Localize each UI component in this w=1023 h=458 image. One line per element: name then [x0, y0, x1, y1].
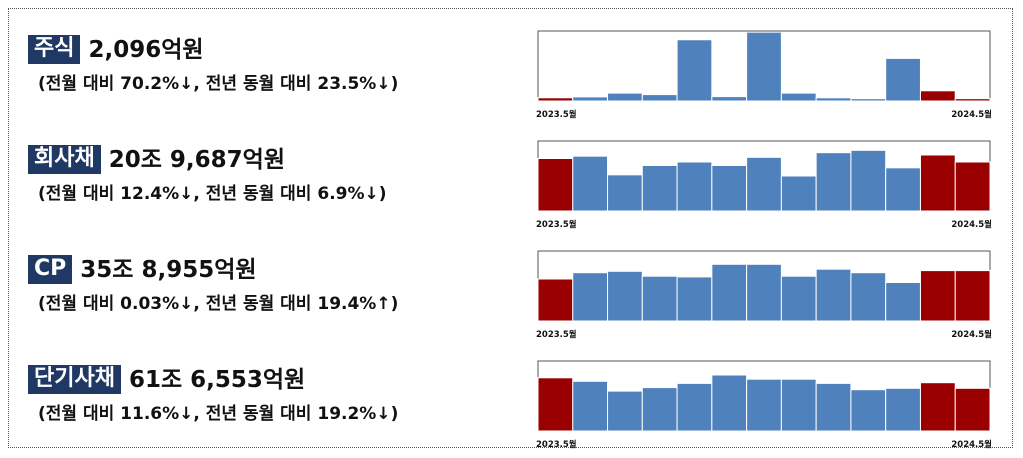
change-text: (전월 대비 12.4%↓, 전년 동월 대비 6.9%↓)	[38, 184, 387, 204]
bar	[537, 278, 574, 322]
category-label: 주식	[28, 35, 81, 64]
bar	[607, 174, 643, 212]
bar	[850, 98, 887, 102]
amount-value: 61조 6,553억원	[128, 366, 306, 393]
bar	[954, 270, 991, 322]
bar	[815, 268, 852, 322]
bar	[746, 378, 782, 432]
headline: CP 35조 8,955억원	[28, 255, 257, 284]
amount-value: 35조 8,955억원	[80, 256, 257, 283]
bar	[954, 98, 991, 102]
row-corporate-bond: 회사채 20조 9,687억원 (전월 대비 12.4%↓, 전년 동월 대비 …	[0, 119, 1023, 231]
bar	[607, 92, 643, 102]
bar	[572, 96, 609, 102]
amount-value: 20조 9,687억원	[108, 146, 285, 173]
bar-chart: 2023.5월 2024.5월	[536, 30, 992, 119]
x-start-label: 2023.5월	[536, 219, 577, 229]
headline: 회사채 20조 9,687억원	[28, 145, 285, 174]
x-end-label: 2024.5월	[951, 109, 992, 119]
x-start-label: 2023.5월	[536, 109, 577, 119]
bar	[676, 39, 713, 102]
category-label: CP	[28, 255, 73, 284]
bar	[711, 263, 748, 322]
bar	[572, 380, 609, 432]
bar	[919, 154, 956, 212]
bar	[815, 152, 852, 212]
bar	[815, 97, 852, 102]
bar	[885, 57, 921, 102]
bar	[850, 272, 887, 322]
bar	[537, 97, 574, 102]
bar-chart: 2023.5월 2024.5월	[536, 140, 992, 229]
x-end-label: 2024.5월	[951, 329, 992, 339]
bar	[537, 377, 574, 432]
bar	[780, 92, 817, 102]
headline: 단기사채 61조 6,553억원	[28, 365, 305, 394]
bar	[607, 270, 643, 322]
bar	[572, 155, 609, 212]
headline: 주식 2,096억원	[28, 35, 204, 64]
content-frame	[8, 8, 1013, 448]
bar	[641, 387, 678, 432]
bar	[885, 167, 921, 212]
bar	[676, 276, 713, 322]
row-cp: CP 35조 8,955억원 (전월 대비 0.03%↓, 전년 동월 대비 1…	[0, 229, 1023, 341]
bar	[850, 149, 887, 212]
x-end-label: 2024.5월	[951, 439, 992, 449]
x-start-label: 2023.5월	[536, 439, 577, 449]
bar-chart: 2023.5월 2024.5월	[536, 360, 992, 449]
bar	[815, 382, 852, 432]
bar	[954, 161, 991, 212]
bar	[746, 31, 782, 102]
change-text: (전월 대비 11.6%↓, 전년 동월 대비 19.2%↓)	[38, 404, 399, 424]
bar	[746, 263, 782, 322]
category-label: 회사채	[28, 145, 101, 174]
bar	[607, 390, 643, 432]
category-label: 단기사채	[28, 365, 121, 394]
bar	[780, 275, 817, 322]
row-stock: 주식 2,096억원 (전월 대비 70.2%↓, 전년 동월 대비 23.5%…	[0, 9, 1023, 121]
x-end-label: 2024.5월	[951, 219, 992, 229]
bar	[711, 374, 748, 432]
bar	[850, 389, 887, 432]
bar	[954, 387, 991, 432]
bar-chart: 2023.5월 2024.5월	[536, 250, 992, 339]
bar	[572, 272, 609, 322]
bar	[780, 175, 817, 212]
bar	[537, 158, 574, 212]
bar	[641, 275, 678, 322]
bar	[919, 270, 956, 322]
bar	[885, 387, 921, 432]
amount-value: 2,096억원	[88, 36, 204, 63]
bar	[676, 161, 713, 212]
bar	[711, 165, 748, 212]
bar	[641, 165, 678, 212]
bar	[746, 156, 782, 212]
bar	[780, 378, 817, 432]
x-start-label: 2023.5월	[536, 329, 577, 339]
bar	[676, 382, 713, 432]
bar	[919, 382, 956, 432]
change-text: (전월 대비 0.03%↓, 전년 동월 대비 19.4%↑)	[38, 294, 399, 314]
bar	[885, 282, 921, 322]
row-short-term-bond: 단기사채 61조 6,553억원 (전월 대비 11.6%↓, 전년 동월 대비…	[0, 339, 1023, 451]
bar	[919, 90, 956, 102]
bar	[711, 96, 748, 102]
change-text: (전월 대비 70.2%↓, 전년 동월 대비 23.5%↓)	[38, 74, 399, 94]
bar	[641, 94, 678, 102]
